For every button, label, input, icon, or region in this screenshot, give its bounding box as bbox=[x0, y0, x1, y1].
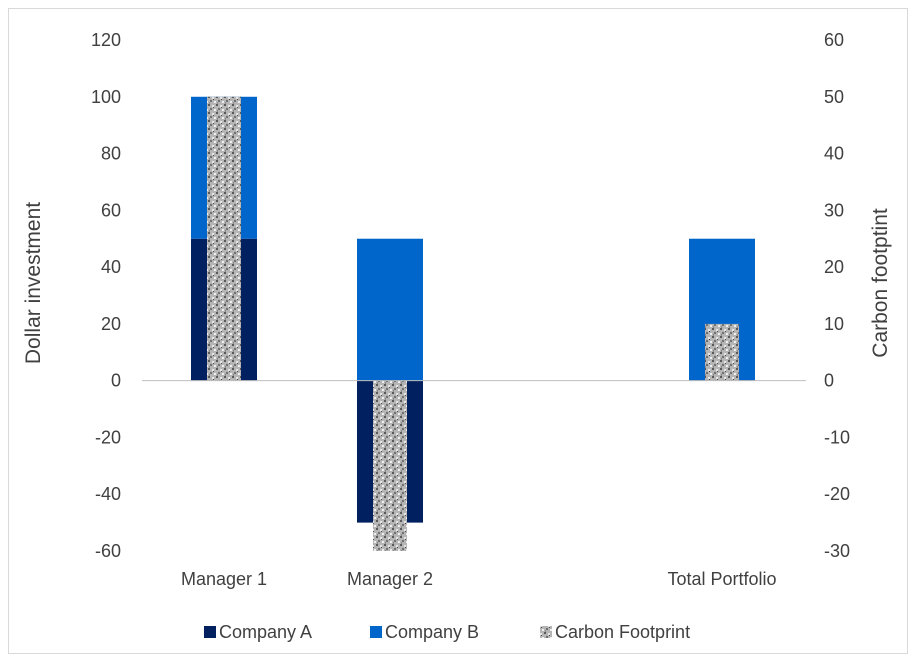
chart-frame bbox=[8, 8, 908, 654]
right-axis-title: Carbon footptint bbox=[869, 208, 892, 358]
right-tick-label: -10 bbox=[824, 427, 850, 447]
right-tick-label: 60 bbox=[824, 30, 844, 50]
left-tick-label: -60 bbox=[95, 541, 121, 561]
left-axis-title: Dollar investment bbox=[22, 202, 45, 364]
left-tick-label: 60 bbox=[101, 200, 121, 220]
bars-layer bbox=[191, 96, 755, 551]
left-tick-label: 120 bbox=[91, 30, 121, 50]
right-tick-label: 30 bbox=[824, 200, 844, 220]
right-axis-ticks: -30 -20 -10 0 10 20 30 40 50 60 bbox=[824, 30, 850, 561]
category-labels: Manager 1 Manager 2 Total Portfolio bbox=[181, 569, 777, 589]
category-label: Manager 1 bbox=[181, 569, 267, 589]
left-tick-label: -40 bbox=[95, 484, 121, 504]
right-tick-label: -30 bbox=[824, 541, 850, 561]
legend: Company A Company B Carbon Footprint bbox=[204, 622, 690, 642]
left-tick-label: -20 bbox=[95, 427, 121, 447]
left-tick-label: 20 bbox=[101, 314, 121, 334]
bar-carbon-footprint bbox=[207, 96, 241, 381]
legend-swatch bbox=[540, 626, 552, 638]
bar-carbon-footprint bbox=[373, 380, 407, 551]
bar-carbon-footprint bbox=[705, 323, 739, 381]
legend-label: Company B bbox=[385, 622, 479, 642]
legend-swatch bbox=[370, 626, 382, 638]
left-tick-label: 0 bbox=[111, 371, 121, 391]
bar-company-b bbox=[357, 238, 423, 381]
left-tick-label: 100 bbox=[91, 87, 121, 107]
right-tick-label: 10 bbox=[824, 314, 844, 334]
left-tick-label: 80 bbox=[101, 144, 121, 164]
category-label: Manager 2 bbox=[347, 569, 433, 589]
right-tick-label: 40 bbox=[824, 144, 844, 164]
right-tick-label: 50 bbox=[824, 87, 844, 107]
right-tick-label: 20 bbox=[824, 257, 844, 277]
legend-label: Company A bbox=[219, 622, 312, 642]
right-tick-label: 0 bbox=[824, 371, 834, 391]
right-tick-label: -20 bbox=[824, 484, 850, 504]
left-tick-label: 40 bbox=[101, 257, 121, 277]
left-axis-ticks: -60 -40 -20 0 20 40 60 80 100 120 bbox=[91, 30, 121, 561]
legend-swatch bbox=[204, 626, 216, 638]
legend-label: Carbon Footprint bbox=[555, 622, 690, 642]
category-label: Total Portfolio bbox=[667, 569, 776, 589]
